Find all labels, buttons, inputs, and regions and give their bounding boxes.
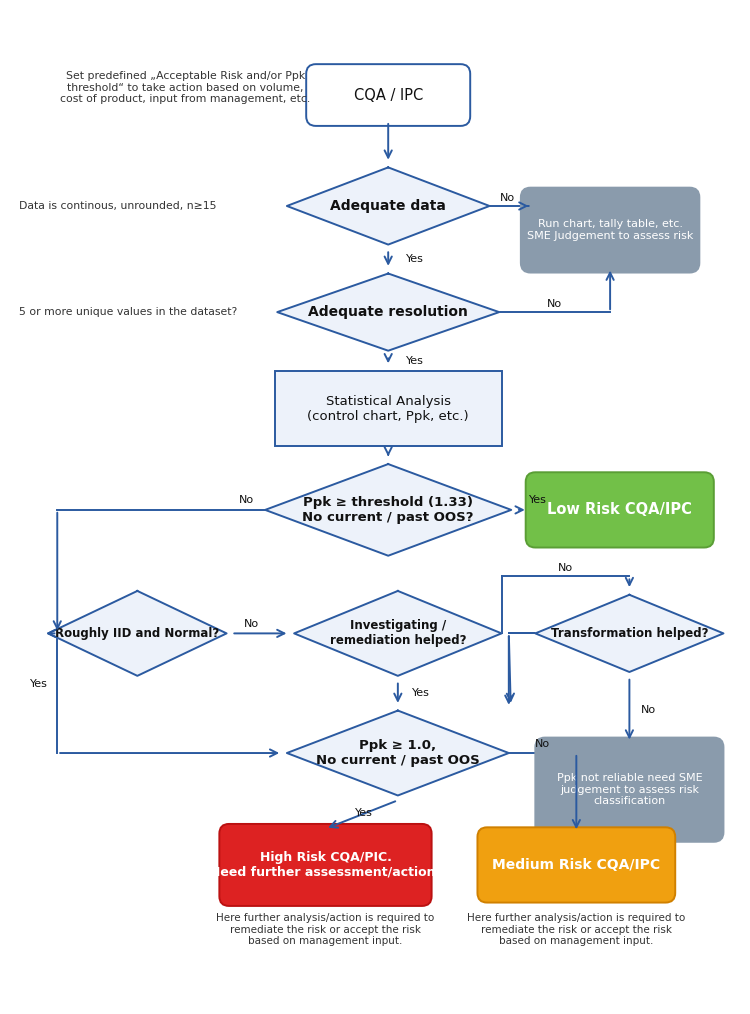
FancyBboxPatch shape	[526, 473, 714, 548]
FancyBboxPatch shape	[478, 827, 675, 902]
Text: Investigating /
remediation helped?: Investigating / remediation helped?	[329, 620, 466, 647]
Text: Yes: Yes	[413, 689, 430, 699]
FancyBboxPatch shape	[306, 64, 470, 126]
Text: Statistical Analysis
(control chart, Ppk, etc.): Statistical Analysis (control chart, Ppk…	[308, 394, 469, 423]
Text: Transformation helped?: Transformation helped?	[550, 627, 708, 640]
Text: Ppk ≥ threshold (1.33)
No current / past OOS?: Ppk ≥ threshold (1.33) No current / past…	[302, 496, 474, 524]
Text: Roughly IID and Normal?: Roughly IID and Normal?	[56, 627, 220, 640]
Text: Set predefined „Acceptable Risk and/or Ppk
threshold“ to take action based on vo: Set predefined „Acceptable Risk and/or P…	[61, 71, 310, 104]
Text: Low Risk CQA/IPC: Low Risk CQA/IPC	[548, 502, 692, 517]
Polygon shape	[266, 464, 512, 556]
FancyBboxPatch shape	[536, 737, 724, 842]
Text: High Risk CQA/PIC.
Need further assessment/action.: High Risk CQA/PIC. Need further assessme…	[210, 851, 440, 879]
Text: 5 or more unique values in the dataset?: 5 or more unique values in the dataset?	[19, 307, 237, 317]
Polygon shape	[536, 595, 724, 672]
Text: No: No	[547, 299, 562, 309]
Text: Yes: Yes	[30, 678, 48, 689]
Text: Here further analysis/action is required to
remediate the risk or accept the ris: Here further analysis/action is required…	[467, 914, 686, 946]
Polygon shape	[294, 591, 502, 676]
Text: No: No	[244, 619, 259, 629]
Text: Medium Risk CQA/IPC: Medium Risk CQA/IPC	[492, 858, 661, 872]
Text: Yes: Yes	[406, 356, 424, 366]
Polygon shape	[278, 274, 500, 351]
Text: Adequate resolution: Adequate resolution	[308, 305, 468, 319]
Text: No: No	[641, 705, 656, 715]
FancyBboxPatch shape	[274, 371, 502, 446]
Text: Ppk ≥ 1.0,
No current / past OOS: Ppk ≥ 1.0, No current / past OOS	[316, 739, 480, 767]
Text: Data is continous, unrounded, n≥15: Data is continous, unrounded, n≥15	[20, 201, 217, 211]
Text: No: No	[238, 495, 254, 505]
Text: Yes: Yes	[406, 255, 424, 264]
Polygon shape	[287, 167, 490, 244]
Text: Here further analysis/action is required to
remediate the risk or accept the ris: Here further analysis/action is required…	[216, 914, 434, 946]
Text: Ppk not reliable need SME
judgement to assess risk
classification: Ppk not reliable need SME judgement to a…	[556, 773, 702, 806]
Text: CQA / IPC: CQA / IPC	[353, 87, 423, 102]
Text: Run chart, tally table, etc.
SME Judgement to assess risk: Run chart, tally table, etc. SME Judgeme…	[527, 219, 693, 241]
Text: Yes: Yes	[529, 495, 547, 505]
Text: No: No	[500, 194, 515, 203]
Text: No: No	[535, 739, 550, 749]
Text: Adequate data: Adequate data	[330, 199, 446, 213]
Polygon shape	[48, 591, 226, 676]
Polygon shape	[287, 711, 508, 795]
FancyBboxPatch shape	[219, 824, 431, 906]
Text: Yes: Yes	[356, 808, 373, 818]
Text: No: No	[558, 563, 573, 573]
FancyBboxPatch shape	[520, 188, 699, 273]
